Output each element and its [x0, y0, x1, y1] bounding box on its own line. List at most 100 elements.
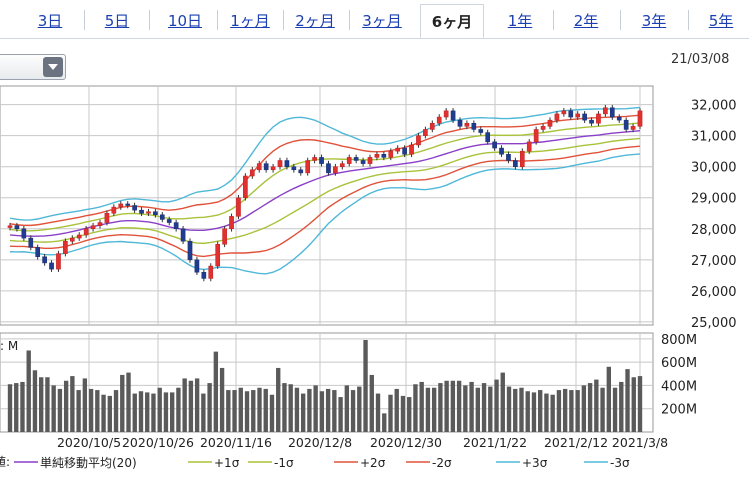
volume-bar [201, 393, 206, 432]
candle [616, 116, 622, 121]
tab-0[interactable]: 3日 [37, 12, 63, 30]
candle [429, 122, 435, 130]
candle [76, 234, 82, 239]
volume-bar [388, 394, 393, 432]
candle [416, 135, 421, 146]
bb-plus1-line [9, 122, 641, 232]
price-tick-label: 29,000 [691, 192, 737, 207]
candle [596, 113, 601, 124]
price-tick-label: 27,000 [691, 254, 737, 269]
price-tick-label: 32,000 [691, 99, 737, 114]
tab-6[interactable]: 6ヶ月 [420, 4, 484, 38]
tab-3[interactable]: 1ヶ月 [230, 12, 270, 30]
candle [56, 253, 61, 270]
candle [166, 219, 172, 223]
candle [159, 214, 165, 220]
volume-bar [550, 394, 555, 432]
volume-bar [444, 380, 449, 432]
price-tick-label: 30,000 [691, 161, 737, 176]
volume-bar [594, 379, 599, 432]
volume-bar [120, 374, 125, 432]
candle [533, 129, 539, 143]
tab-separator [553, 10, 554, 30]
candle [173, 222, 179, 230]
volume-bar [562, 388, 568, 432]
volume-bar [382, 413, 387, 432]
x-tick-label: 2021/3/8 [612, 435, 668, 450]
volume-bar [307, 388, 312, 432]
candle [381, 154, 387, 158]
candle [637, 110, 643, 127]
candle [395, 147, 401, 152]
volume-bar [276, 367, 281, 432]
candle [90, 225, 96, 230]
bb-minus1-line [9, 137, 641, 245]
volume-bar [519, 387, 524, 432]
volume-bar [39, 377, 44, 432]
bb-plus3-line [9, 106, 641, 221]
volume-tick-label: 200M [661, 403, 697, 418]
volume-bar [332, 390, 337, 432]
bb-plus2-line [9, 114, 641, 227]
candle [630, 126, 636, 130]
indicator-dropdown[interactable] [0, 54, 66, 80]
tab-4[interactable]: 2ヶ月 [295, 12, 335, 30]
candle [249, 169, 255, 177]
candle [339, 163, 345, 167]
candle [409, 144, 414, 155]
legend-label: +1σ [214, 456, 240, 470]
tab-2[interactable]: 10日 [167, 12, 203, 30]
candle [464, 122, 470, 127]
candle [623, 119, 629, 130]
volume-bar [438, 383, 443, 432]
volume-bar [475, 387, 481, 432]
volume-bar [132, 393, 137, 432]
tab-5[interactable]: 3ヶ月 [362, 12, 402, 30]
tab-7[interactable]: 1年 [507, 12, 533, 30]
volume-bar [157, 387, 162, 432]
candle [450, 110, 456, 121]
volume-bar [176, 387, 181, 432]
candle [125, 203, 131, 206]
tab-separator [148, 10, 150, 30]
x-tick-label: 2021/2/12 [544, 435, 608, 450]
tab-8[interactable]: 2年 [573, 12, 599, 30]
volume-bar [606, 366, 611, 432]
candle [284, 160, 290, 167]
candle [540, 126, 546, 130]
candle [388, 150, 394, 158]
volume-bar [57, 388, 63, 432]
candle [222, 228, 227, 245]
volume-bar [263, 388, 268, 432]
volume-bar [494, 379, 499, 432]
candle [312, 157, 317, 161]
volume-bar [456, 380, 462, 432]
legend-fragment: 値: [0, 454, 10, 469]
tab-9[interactable]: 3年 [641, 12, 667, 30]
volume-bar [419, 381, 424, 432]
legend-label: +3σ [522, 456, 548, 470]
volume-bar [76, 390, 81, 432]
candle [333, 166, 338, 174]
legend-label: -3σ [610, 456, 630, 470]
candle [146, 211, 151, 214]
volume-bar [400, 395, 406, 432]
tab-separator [620, 10, 621, 30]
volume-bar [151, 393, 156, 432]
volume-bar [113, 390, 119, 432]
candle [513, 160, 518, 167]
tab-separator [282, 10, 284, 30]
bb-minus2-line [9, 145, 641, 258]
candle [270, 166, 276, 171]
volume-bar [188, 380, 194, 432]
candle [263, 163, 269, 171]
volume-bar [145, 392, 150, 432]
tab-10[interactable]: 5年 [708, 12, 734, 30]
volume-bar [26, 350, 31, 432]
volume-bar [207, 383, 212, 432]
candle [97, 222, 103, 226]
x-tick-label: 2020/12/8 [288, 435, 352, 450]
volume-bar [7, 384, 13, 432]
tab-1[interactable]: 5日 [104, 12, 130, 30]
candle [215, 244, 221, 267]
